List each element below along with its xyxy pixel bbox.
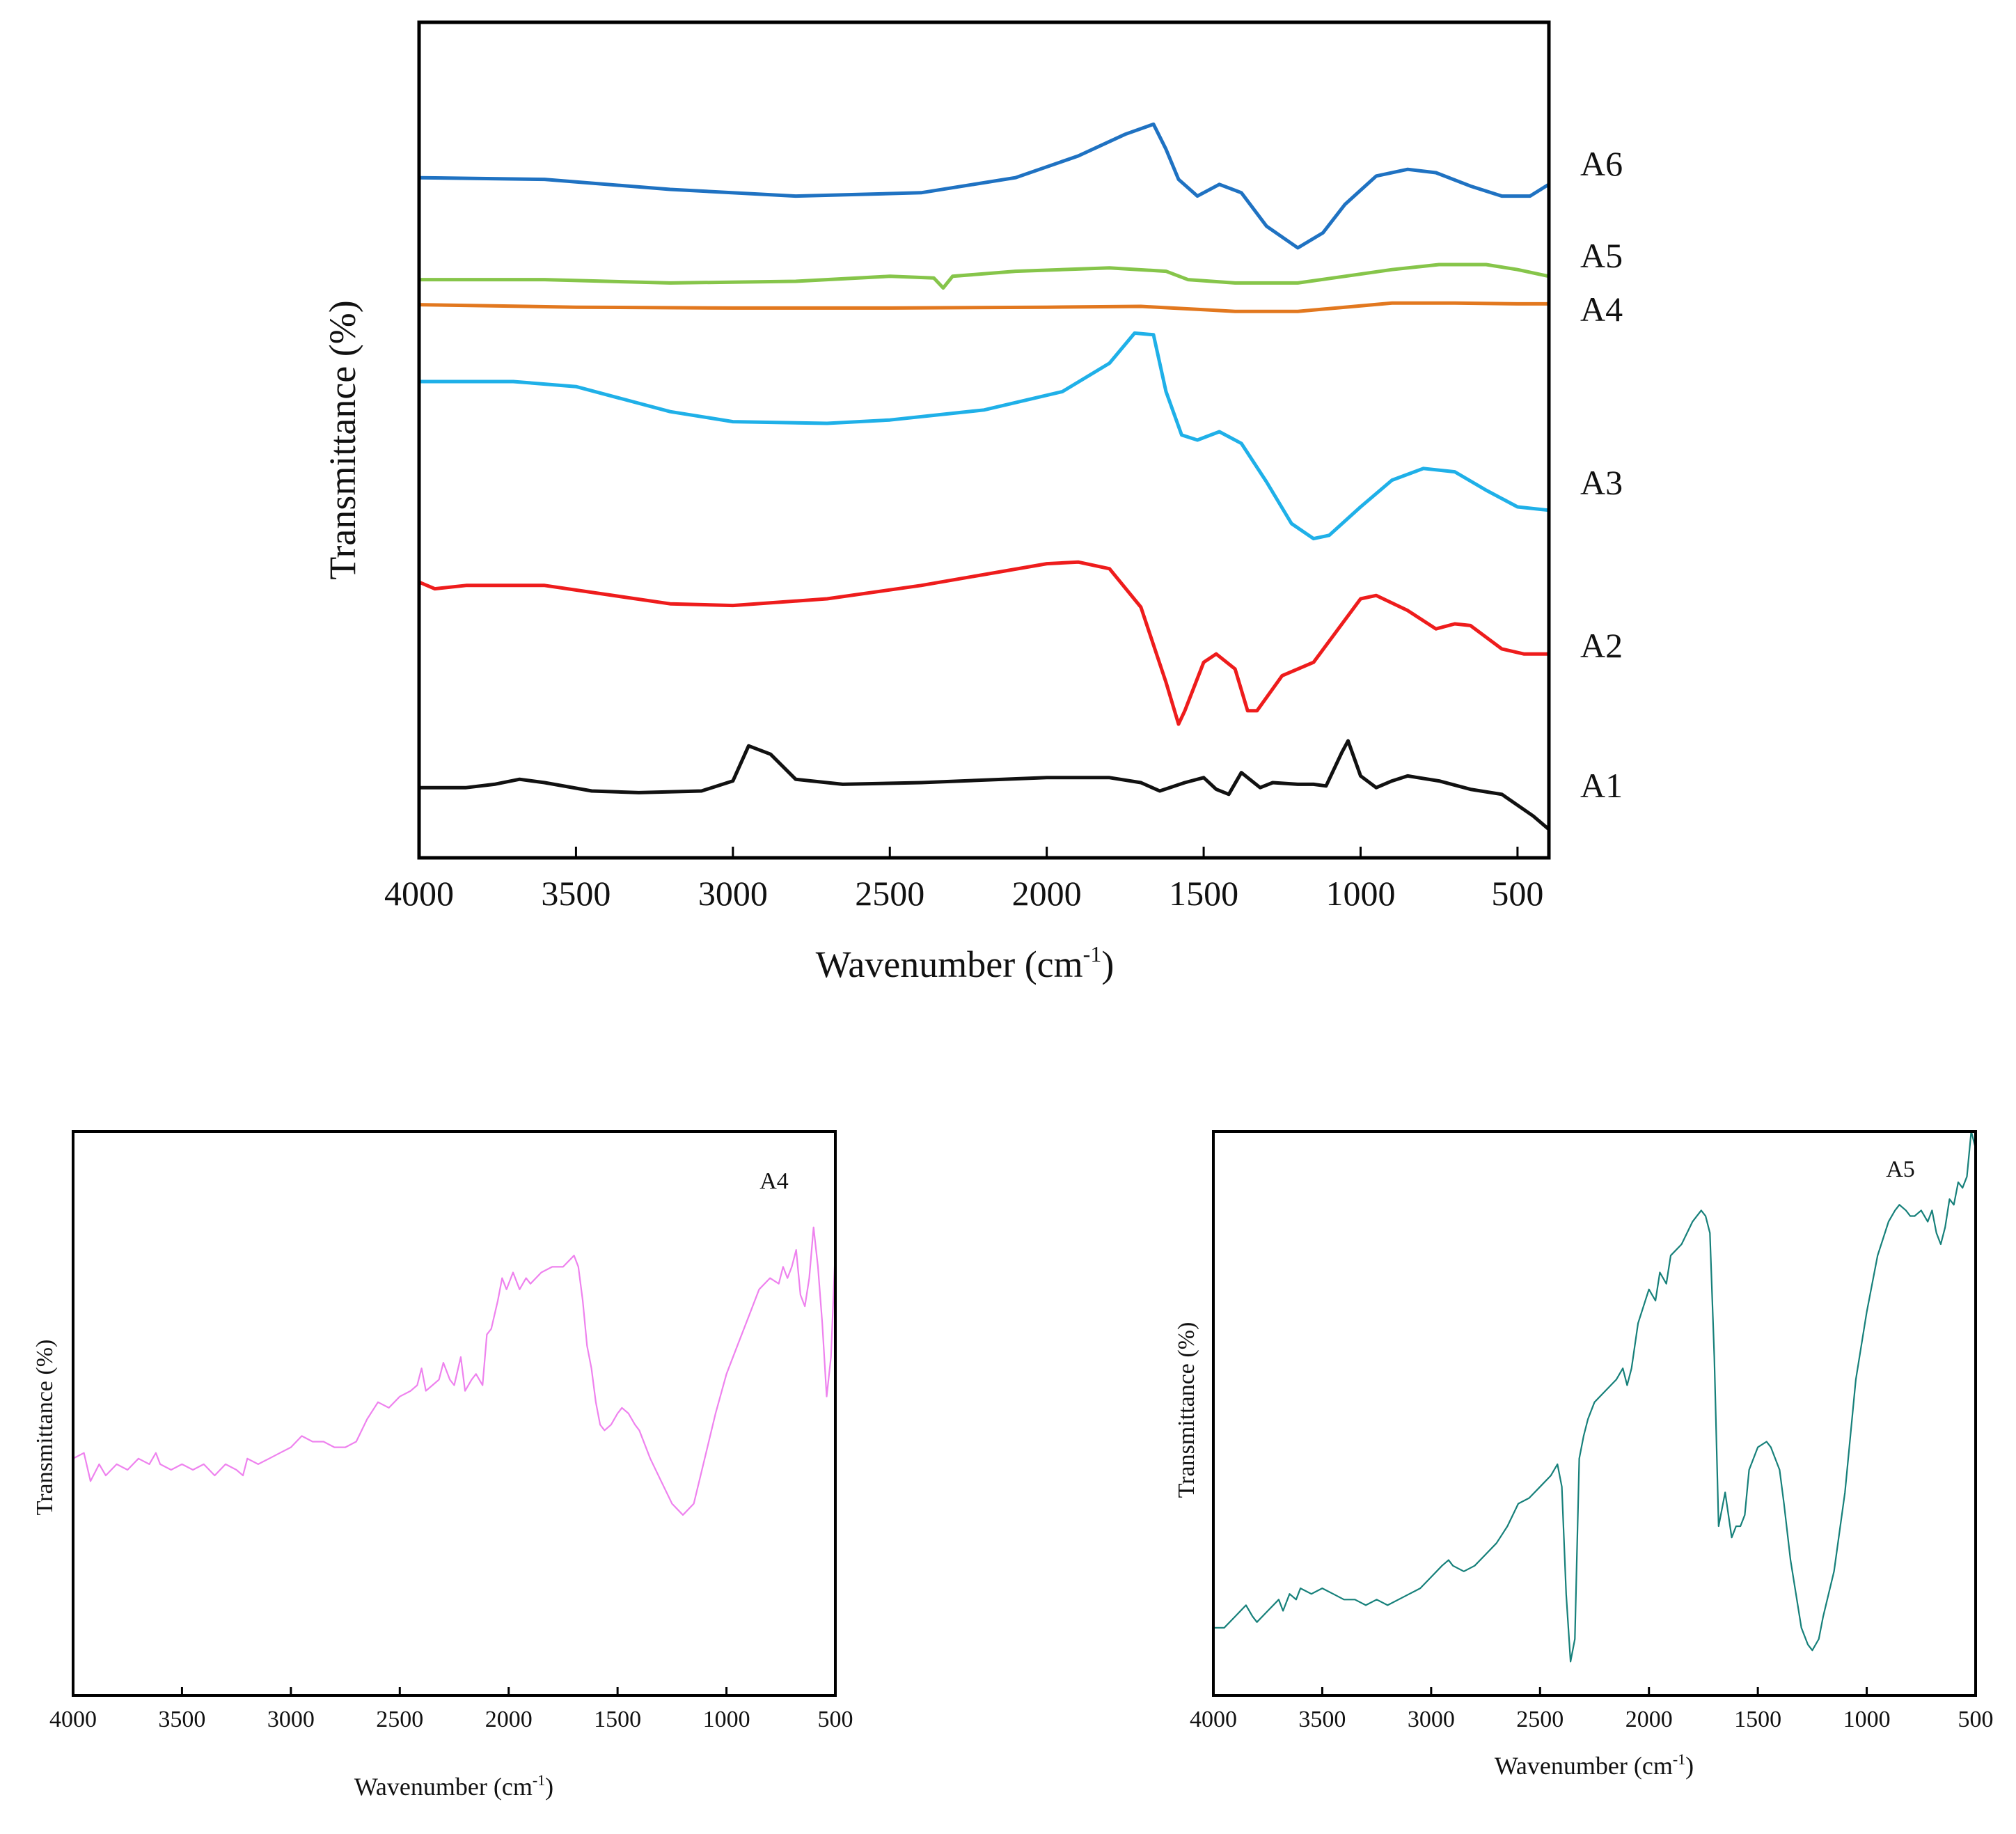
x-tick-label: 2000: [485, 1707, 533, 1732]
x-tick-label: 500: [1491, 874, 1543, 913]
plot-frame: [1212, 1130, 1977, 1697]
series-label-a4: A4: [1580, 290, 1623, 329]
series-line-a5: [417, 262, 1551, 290]
x-axis-title: Wavenumber (cm-1): [1495, 1750, 1694, 1780]
series-line-a4: [72, 1226, 837, 1516]
series-line-a3: [417, 331, 1551, 541]
series-line-a5: [1212, 1130, 1977, 1663]
x-axis-title: Wavenumber (cm-1): [354, 1771, 553, 1801]
series-line-a2: [417, 560, 1551, 726]
x-tick-label: 3000: [698, 874, 768, 913]
x-tick-label: 1500: [594, 1707, 641, 1732]
series-label-a5: A5: [1580, 236, 1623, 275]
x-tick-label: 1500: [1734, 1707, 1781, 1732]
series-label-a6: A6: [1580, 144, 1623, 183]
x-tick-label: 3500: [1298, 1707, 1346, 1732]
series-label-a1: A1: [1580, 766, 1623, 805]
x-tick-label: 2500: [855, 874, 924, 913]
y-axis-title: Transmittance (%): [322, 300, 363, 579]
x-tick-label: 3000: [267, 1707, 315, 1732]
series-line-a4: [417, 301, 1551, 313]
y-axis-title: Transmittance (%): [32, 1340, 58, 1516]
series-label-a2: A2: [1580, 626, 1623, 665]
x-tick-label: 2500: [1516, 1707, 1564, 1732]
chart-title: A5: [1886, 1157, 1915, 1182]
x-tick-label: 2000: [1625, 1707, 1673, 1732]
x-tick-label: 2500: [376, 1707, 423, 1732]
x-tick-label: 3500: [541, 874, 611, 913]
top-ftir-chart: 4000 3500 3000 2500 2000 1500 1000 500 Transmit…: [322, 20, 1623, 985]
x-tick-label: 4000: [49, 1707, 97, 1732]
plot-frame: [417, 20, 1551, 860]
x-tick-label: 500: [818, 1707, 853, 1732]
x-tick-label: 1000: [1326, 874, 1396, 913]
x-tick-label: 500: [1958, 1707, 1994, 1732]
series-line-a1: [417, 739, 1551, 831]
y-axis-title: Transmittance (%): [1174, 1322, 1199, 1498]
plot-frame: [72, 1130, 837, 1697]
x-tick-label: 2000: [1012, 874, 1082, 913]
x-tick-label: 3500: [158, 1707, 205, 1732]
x-tick-label: 3000: [1408, 1707, 1455, 1732]
a5-ftir-chart: 4000 3500 3000 2500 2000 1500 1000 500 A5 Trans…: [1174, 1130, 1994, 1780]
a4-ftir-chart: 4000 3500 3000 2500 2000 1500 1000 500 A4 Trans…: [32, 1130, 853, 1801]
x-axis-title: Wavenumber (cm-1): [816, 941, 1115, 985]
series-label-a3: A3: [1580, 463, 1623, 502]
x-tick-label: 4000: [384, 874, 454, 913]
chart-title: A4: [759, 1168, 789, 1194]
series-line-a6: [417, 122, 1551, 250]
x-tick-label: 1000: [703, 1707, 750, 1732]
x-tick-label: 1500: [1169, 874, 1238, 913]
x-tick-label: 1000: [1843, 1707, 1891, 1732]
x-tick-label: 4000: [1190, 1707, 1237, 1732]
